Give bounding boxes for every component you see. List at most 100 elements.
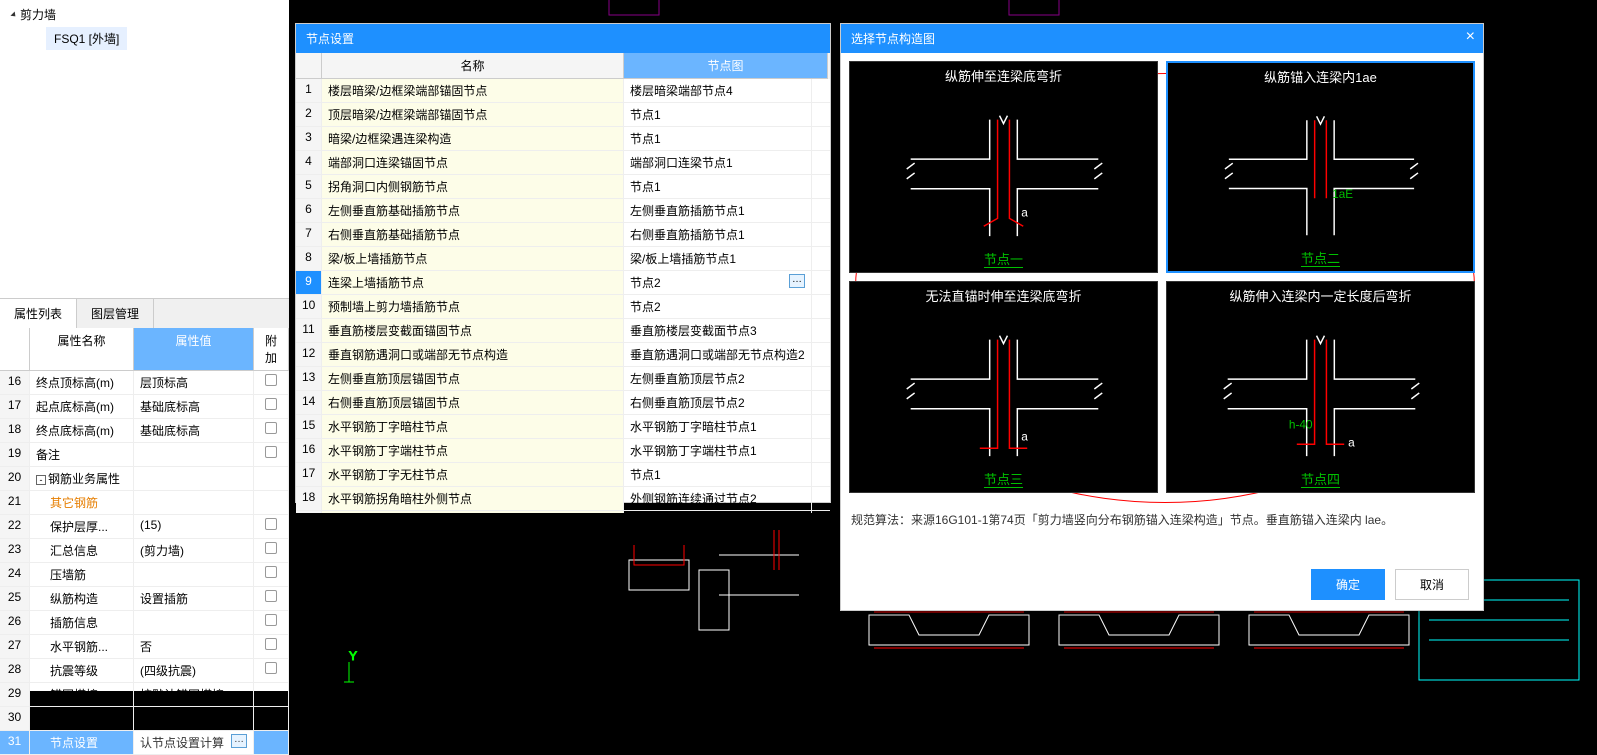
node-row[interactable]: 6左侧垂直筋基础插筋节点左侧垂直筋插筋节点1 [296, 199, 830, 223]
node-row[interactable]: 17水平钢筋丁字无柱节点节点1 [296, 463, 830, 487]
ellipsis-button[interactable]: … [789, 274, 805, 288]
checkbox[interactable] [265, 374, 277, 386]
property-row[interactable]: 31节点设置认节点设置计算… [0, 731, 289, 755]
tree-root-label: 剪力墙 [20, 6, 56, 23]
col-name: 属性名称 [30, 328, 134, 370]
node-row[interactable]: 10预制墙上剪力墙插筋节点节点2 [296, 295, 830, 319]
property-row[interactable]: 30计算设置按默认计算设置... [0, 707, 289, 731]
diagram-note: 规范算法：来源16G101-1第74页「剪力墙竖向分布钢筋锚入连梁构造」节点。垂… [841, 501, 1483, 538]
node-row[interactable]: 5拐角洞口内侧钢筋节点节点1 [296, 175, 830, 199]
diagram-dialog: 选择节点构造图 × 纵筋伸至连梁底弯折 a 节点一 纵筋锚入连梁内1ae 1aE 节点二无… [840, 23, 1484, 611]
diagram-item-label: 节点三 [850, 469, 1157, 488]
close-icon[interactable]: × [1466, 28, 1475, 46]
checkbox[interactable] [265, 566, 277, 578]
node-row[interactable]: 18水平钢筋拐角暗柱外侧节点外侧钢筋连续通过节点2 [296, 487, 830, 511]
svg-text:a: a [1021, 205, 1028, 219]
property-section: 属性列表 图层管理 属性名称 属性值 附加 16终点顶标高(m)层顶标高17起点… [0, 298, 289, 755]
property-row[interactable]: 17起点底标高(m)基础底标高 [0, 395, 289, 419]
checkbox[interactable] [265, 446, 277, 458]
left-panel: 剪力墙 FSQ1 [外墙] 属性列表 图层管理 属性名称 属性值 附加 16终点… [0, 0, 289, 691]
diagram-buttons: 确定 取消 [1311, 569, 1469, 600]
col-addon: 附加 [254, 328, 289, 370]
diagram-item-title: 纵筋伸至连梁底弯折 [850, 62, 1157, 89]
node-settings-dialog: 节点设置 名称 节点图 1楼层暗梁/边框梁端部锚固节点楼层暗梁端部节点42顶层暗… [295, 23, 831, 503]
property-rows: 16终点顶标高(m)层顶标高17起点底标高(m)基础底标高18终点底标高(m)基… [0, 371, 289, 755]
svg-text:Y: Y [349, 649, 357, 663]
diagram-svg: 1aE [1168, 91, 1473, 247]
node-row[interactable]: 2顶层暗梁/边框梁端部锚固节点节点1 [296, 103, 830, 127]
node-row[interactable]: 16水平钢筋丁字端柱节点水平钢筋丁字端柱节点1 [296, 439, 830, 463]
property-row[interactable]: 27水平钢筋...否 [0, 635, 289, 659]
diagram-item-label: 节点一 [850, 249, 1157, 268]
node-row[interactable]: 11垂直筋楼层变截面锚固节点垂直筋楼层变截面节点3 [296, 319, 830, 343]
property-row[interactable]: 24压墙筋 [0, 563, 289, 587]
node-row[interactable]: 4端部洞口连梁锚固节点端部洞口连梁节点1 [296, 151, 830, 175]
col-index [0, 328, 30, 370]
node-rows: 1楼层暗梁/边框梁端部锚固节点楼层暗梁端部节点42顶层暗梁/边框梁端部锚固节点节… [296, 79, 830, 513]
checkbox[interactable] [265, 590, 277, 602]
property-row[interactable]: 25纵筋构造设置插筋 [0, 587, 289, 611]
checkbox[interactable] [265, 542, 277, 554]
property-row[interactable]: 19备注 [0, 443, 289, 467]
property-row[interactable]: 22保护层厚...(15) [0, 515, 289, 539]
diagram-item-label: 节点二 [1168, 248, 1473, 267]
node-row[interactable]: 14右侧垂直筋顶层锚固节点右侧垂直筋顶层节点2 [296, 391, 830, 415]
diagram-grid: 纵筋伸至连梁底弯折 a 节点一 纵筋锚入连梁内1ae 1aE 节点二无法直锚时伸至连梁底弯… [841, 53, 1483, 501]
node-row[interactable]: 3暗梁/边框梁遇连梁构造节点1 [296, 127, 830, 151]
header-image: 节点图 [624, 53, 828, 79]
checkbox[interactable] [265, 398, 277, 410]
col-value: 属性值 [134, 328, 254, 370]
property-row[interactable]: 23汇总信息(剪力墙) [0, 539, 289, 563]
svg-text:h-40: h-40 [1289, 418, 1313, 432]
cancel-button[interactable]: 取消 [1395, 569, 1469, 600]
svg-text:a: a [1348, 435, 1355, 449]
diagram-option[interactable]: 无法直锚时伸至连梁底弯折 a 节点三 [849, 281, 1158, 493]
diagram-option[interactable]: 纵筋伸至连梁底弯折 a 节点一 [849, 61, 1158, 273]
node-row[interactable]: 12垂直钢筋遇洞口或端部无节点构造垂直筋遇洞口或端部无节点构造2 [296, 343, 830, 367]
node-dialog-title: 节点设置 [296, 24, 830, 53]
tab-properties[interactable]: 属性列表 [0, 299, 77, 328]
property-row[interactable]: 29锚固搭接按默认锚固搭接... [0, 683, 289, 707]
node-row[interactable]: 13左侧垂直筋顶层锚固节点左侧垂直筋顶层节点2 [296, 367, 830, 391]
diagram-dialog-title: 选择节点构造图 × [841, 24, 1483, 53]
node-row[interactable]: 7右侧垂直筋基础插筋节点右侧垂直筋插筋节点1 [296, 223, 830, 247]
node-table-header: 名称 节点图 [296, 53, 830, 79]
checkbox[interactable] [265, 638, 277, 650]
checkbox[interactable] [265, 662, 277, 674]
diagram-svg: h-40 a [1167, 310, 1474, 468]
disclosure-icon [10, 11, 17, 18]
ellipsis-button[interactable]: … [231, 734, 247, 748]
diagram-option[interactable]: 纵筋伸入连梁内一定长度后弯折 h-40 a 节点四 [1166, 281, 1475, 493]
diagram-svg: a [850, 90, 1157, 248]
checkbox[interactable] [265, 518, 277, 530]
property-row[interactable]: 16终点顶标高(m)层顶标高 [0, 371, 289, 395]
diagram-svg: a [850, 310, 1157, 468]
svg-text:1aE: 1aE [1332, 188, 1353, 201]
tree-root[interactable]: 剪力墙 [8, 4, 281, 25]
diagram-item-title: 无法直锚时伸至连梁底弯折 [850, 282, 1157, 309]
header-index [296, 53, 322, 79]
component-tree: 剪力墙 FSQ1 [外墙] [0, 0, 289, 298]
node-row[interactable]: 19水平钢筋拐角端柱内侧节点拐角暗柱内侧节点3 [296, 511, 830, 513]
diagram-item-title: 纵筋锚入连梁内1ae [1168, 63, 1473, 90]
node-row[interactable]: 8梁/板上墙插筋节点梁/板上墙插筋节点1 [296, 247, 830, 271]
diagram-item-label: 节点四 [1167, 469, 1474, 488]
property-row[interactable]: 26插筋信息 [0, 611, 289, 635]
property-row[interactable]: 18终点底标高(m)基础底标高 [0, 419, 289, 443]
header-name: 名称 [322, 53, 624, 79]
checkbox[interactable] [265, 614, 277, 626]
property-row[interactable]: 28抗震等级(四级抗震) [0, 659, 289, 683]
diagram-item-title: 纵筋伸入连梁内一定长度后弯折 [1167, 282, 1474, 309]
property-row[interactable]: 21其它钢筋 [0, 491, 289, 515]
ok-button[interactable]: 确定 [1311, 569, 1385, 600]
node-row[interactable]: 9连梁上墙插筋节点节点2… [296, 271, 830, 295]
node-row[interactable]: 15水平钢筋丁字暗柱节点水平钢筋丁字暗柱节点1 [296, 415, 830, 439]
diagram-option[interactable]: 纵筋锚入连梁内1ae 1aE 节点二 [1166, 61, 1475, 273]
node-row[interactable]: 1楼层暗梁/边框梁端部锚固节点楼层暗梁端部节点4 [296, 79, 830, 103]
property-tabs: 属性列表 图层管理 [0, 299, 289, 328]
tree-child[interactable]: FSQ1 [外墙] [46, 27, 127, 50]
tab-layers[interactable]: 图层管理 [77, 299, 154, 328]
property-row[interactable]: 20-钢筋业务属性 [0, 467, 289, 491]
checkbox[interactable] [265, 422, 277, 434]
svg-text:a: a [1021, 429, 1028, 443]
